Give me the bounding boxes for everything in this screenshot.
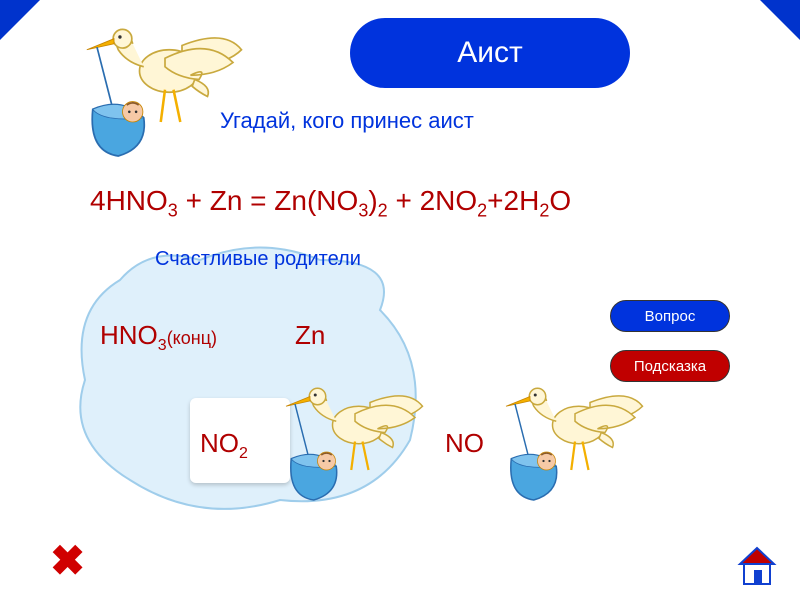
subtitle: Угадай, кого принес аист (220, 108, 474, 134)
answer-option-2[interactable]: NO (445, 428, 484, 459)
stork-icon[interactable] (500, 380, 650, 520)
hint-button-label: Подсказка (634, 358, 706, 375)
close-icon[interactable]: ✖ (50, 536, 85, 585)
title-text: Аист (457, 36, 523, 70)
corner-decoration (0, 0, 40, 40)
question-button[interactable]: Вопрос (610, 300, 730, 332)
answer-option-1[interactable]: NO2 (200, 428, 248, 463)
home-icon[interactable] (734, 542, 780, 588)
corner-decoration (760, 0, 800, 40)
title-pill: Аист (350, 18, 630, 88)
hint-button[interactable]: Подсказка (610, 350, 730, 382)
parents-label: Счастливые родители (155, 248, 361, 271)
question-button-label: Вопрос (645, 308, 696, 325)
parent-1: HNO3(конц) (100, 320, 217, 355)
stork-icon (80, 20, 250, 178)
parent-2: Zn (295, 320, 325, 351)
stork-icon[interactable] (280, 380, 430, 520)
chemical-equation: 4HNO3 + Zn = Zn(NO3)2 + 2NO2+2H2O (90, 185, 571, 222)
